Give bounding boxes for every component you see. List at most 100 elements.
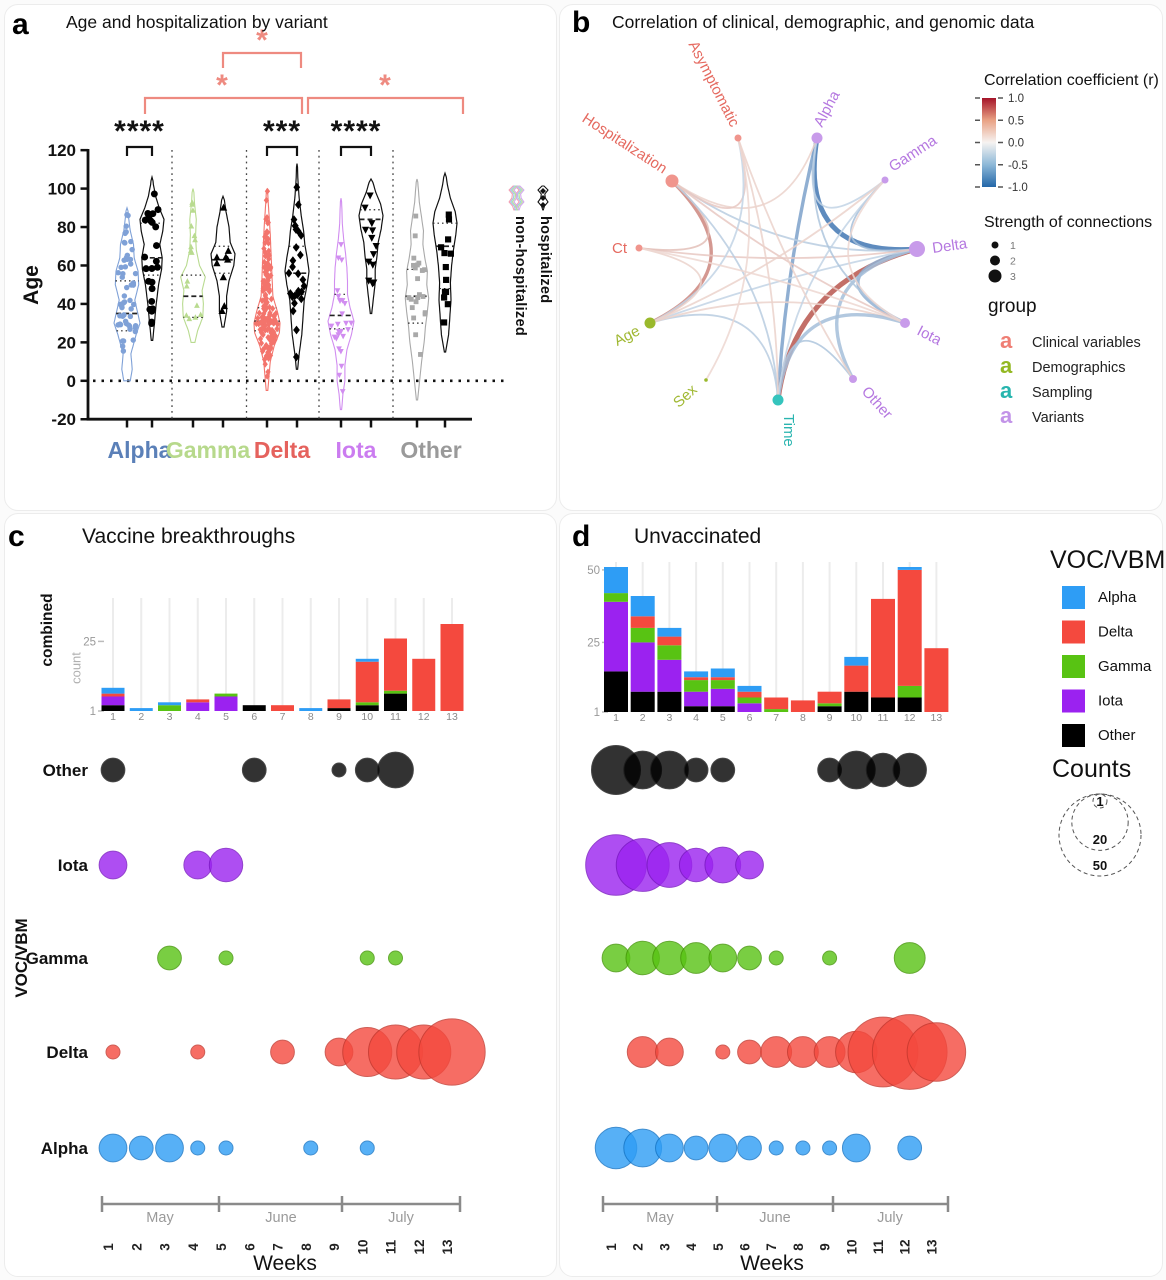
counts-label-1: 1 (1096, 794, 1103, 809)
violin-gamma-non-hospitalized (180, 188, 206, 428)
violin-outline (284, 163, 310, 370)
data-point (447, 250, 454, 257)
y-tick-label: 120 (48, 141, 76, 160)
data-point (154, 206, 162, 214)
bubble-alpha-w6 (737, 1135, 762, 1161)
data-point (267, 345, 274, 352)
data-point (118, 264, 124, 271)
bubble-alpha-w9 (822, 1140, 838, 1156)
data-point (294, 269, 302, 279)
data-point (289, 306, 297, 316)
group-glyph-3: a (1000, 378, 1013, 403)
bubble-gamma-w3 (157, 945, 182, 971)
data-point (369, 251, 378, 259)
bubble-delta-w13 (418, 1018, 486, 1086)
panel-c-card (4, 513, 557, 1277)
bar-gamma-w3 (657, 645, 682, 660)
violin-other-non-hospitalized (404, 178, 430, 428)
week-number-2: 2 (129, 1243, 144, 1251)
data-point (148, 285, 156, 293)
week-number-12: 12 (898, 1239, 913, 1254)
data-point (408, 296, 414, 302)
bubble-alpha-w10 (841, 1133, 871, 1163)
data-point (415, 295, 421, 300)
group-glyph-4: a (1000, 403, 1013, 428)
data-point (266, 325, 273, 333)
data-point (188, 249, 195, 255)
data-point (266, 247, 272, 255)
week-number-10: 10 (844, 1239, 859, 1254)
week-number-6: 6 (738, 1243, 753, 1251)
data-point (342, 300, 348, 307)
week-number-5: 5 (214, 1243, 229, 1251)
sig-bracket-alpha (125, 145, 154, 156)
data-point (418, 352, 423, 357)
violin-alpha-hospitalized (139, 174, 165, 428)
data-point (412, 233, 418, 239)
legend-swatch-gamma (1062, 655, 1085, 678)
data-point (262, 360, 268, 368)
bar-other-w5 (710, 706, 735, 712)
bar-x-label-w13: 13 (446, 711, 458, 723)
data-point (441, 319, 448, 326)
week-number-13: 13 (924, 1239, 939, 1255)
data-point (445, 211, 452, 218)
bar-x-label-w8: 8 (308, 711, 314, 723)
bubble-iota-w6 (735, 850, 764, 880)
week-number-1: 1 (604, 1243, 619, 1251)
node-iota (900, 318, 910, 328)
data-point (300, 281, 308, 291)
data-point (335, 328, 342, 335)
data-point (183, 312, 190, 318)
bar-gamma-w10 (355, 702, 379, 706)
legend-violin-icon (537, 185, 549, 211)
bar-gamma-w7 (764, 709, 789, 712)
legend-label-other: Other (1098, 727, 1136, 744)
group-glyph-2: a (1000, 353, 1013, 378)
data-point (417, 292, 422, 298)
group-glyph-1: a (1000, 328, 1013, 353)
data-point (337, 297, 343, 304)
violin-outline (139, 174, 165, 341)
data-point (184, 278, 191, 284)
data-point (264, 214, 270, 221)
weeks-label-c: Weeks (253, 1252, 317, 1275)
y-tick-label: 20 (57, 333, 76, 352)
bubble-alpha-w1 (98, 1133, 128, 1163)
data-point (264, 187, 271, 195)
data-point (274, 325, 280, 333)
y-tick-label: 40 (57, 295, 76, 314)
bar-x-label-w10: 10 (361, 711, 373, 723)
data-point (219, 203, 228, 211)
data-point (266, 312, 272, 320)
legend-violin-icon (508, 185, 520, 211)
data-point (361, 204, 369, 212)
violin-alpha-non-hospitalized (113, 205, 141, 428)
data-point (261, 245, 267, 253)
data-point (122, 318, 129, 325)
data-point (192, 236, 198, 243)
bar-alpha-w3 (158, 702, 181, 706)
violin-outline (113, 205, 141, 382)
data-point (340, 333, 346, 340)
data-point (224, 246, 232, 254)
edge-delta-ct (638, 247, 918, 260)
data-point (222, 253, 230, 261)
data-point (145, 213, 153, 221)
data-point (288, 292, 296, 302)
edge-ct-age (638, 247, 702, 324)
counts-label-50: 50 (1093, 858, 1107, 873)
bar-x-label-w8: 8 (800, 712, 806, 724)
data-point (190, 207, 196, 213)
node-label-age: Age (611, 322, 643, 349)
sig-stars-iota: **** (331, 115, 382, 148)
data-point (335, 293, 342, 300)
edge-ct-iota (638, 247, 906, 324)
node-label-delta: Delta (931, 235, 969, 257)
bar-other-w2 (630, 691, 655, 712)
edge-time-asymptomatic (737, 137, 779, 401)
bar-x-label-w7: 7 (773, 712, 779, 724)
legend-non-hospitalized-label: non-hospitalized (512, 216, 528, 336)
